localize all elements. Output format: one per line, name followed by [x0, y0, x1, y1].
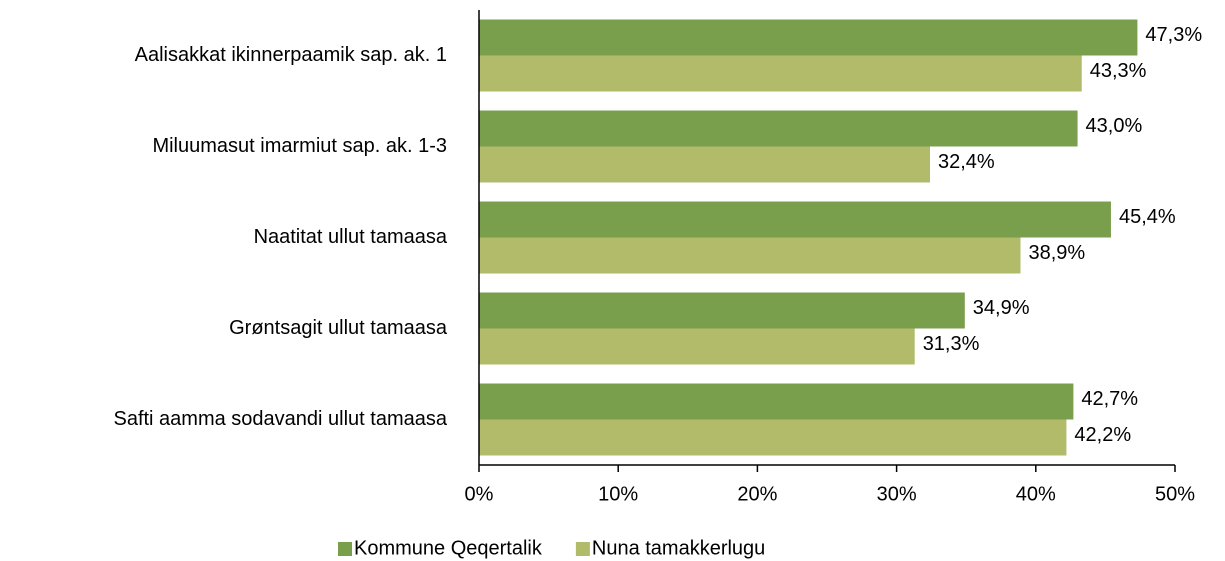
- y-tick-label: Grøntsagit ullut tamaasa: [229, 317, 448, 339]
- x-tick-label: 40%: [1016, 483, 1056, 505]
- legend-swatch: [338, 542, 352, 556]
- value-label: 42,7%: [1081, 388, 1138, 410]
- value-label: 38,9%: [1028, 242, 1085, 264]
- bar: [479, 328, 915, 365]
- bar: [479, 419, 1067, 456]
- x-tick-label: 10%: [598, 483, 638, 505]
- bar: [479, 146, 931, 183]
- value-label: 34,9%: [973, 297, 1030, 319]
- value-label: 43,3%: [1090, 60, 1147, 82]
- x-tick-label: 20%: [737, 483, 777, 505]
- bar: [479, 110, 1078, 147]
- legend-label: Nuna tamakkerlugu: [592, 537, 765, 559]
- value-label: 31,3%: [923, 333, 980, 355]
- legend-label: Kommune Qeqertalik: [354, 537, 543, 559]
- y-tick-label: Naatitat ullut tamaasa: [254, 226, 448, 248]
- x-tick-label: 50%: [1155, 483, 1195, 505]
- bar: [479, 383, 1074, 420]
- y-tick-label: Safti aamma sodavandi ullut tamaasa: [113, 408, 447, 430]
- legend-swatch: [575, 542, 590, 556]
- bar: [479, 55, 1082, 92]
- value-label: 43,0%: [1086, 115, 1143, 137]
- x-tick-label: 0%: [465, 483, 494, 505]
- x-tick-label: 30%: [877, 483, 917, 505]
- bar: [479, 292, 965, 329]
- y-tick-label: Miluumasut imarmiut sap. ak. 1-3: [152, 135, 447, 157]
- y-tick-label: Aalisakkat ikinnerpaamik sap. ak. 1: [135, 44, 447, 66]
- value-label: 45,4%: [1119, 206, 1176, 228]
- value-label: 47,3%: [1145, 24, 1202, 46]
- value-label: 42,2%: [1074, 424, 1131, 446]
- bar: [479, 201, 1111, 238]
- value-label: 32,4%: [938, 151, 995, 173]
- bar: [479, 19, 1138, 56]
- bar: [479, 237, 1021, 274]
